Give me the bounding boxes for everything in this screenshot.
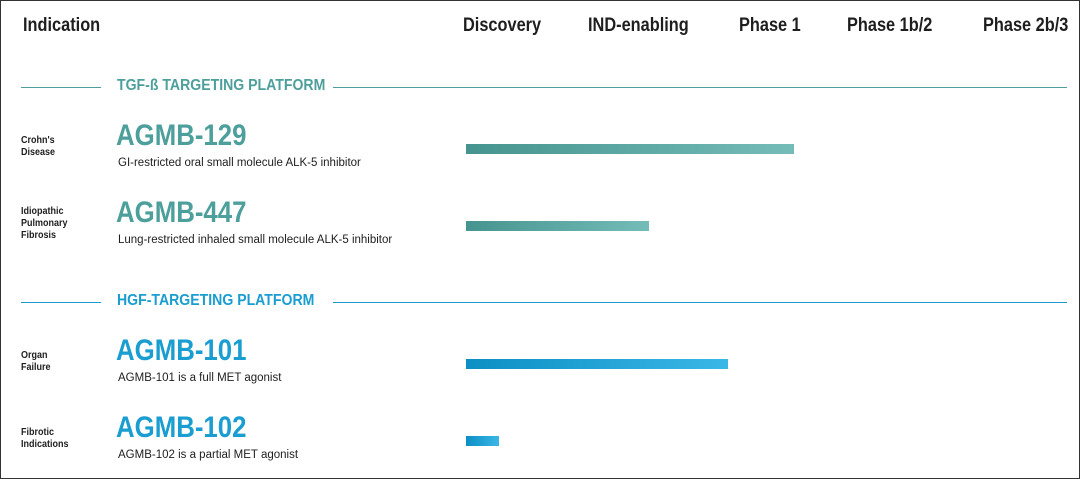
program-description: GI-restricted oral small molecule ALK-5 … — [118, 157, 361, 169]
phase-header: Phase 1 — [739, 15, 801, 36]
program-name: AGMB-447 — [116, 196, 247, 229]
phase-header: Phase 1b/2 — [847, 15, 933, 36]
phase-header: Phase 2b/3 — [983, 15, 1069, 36]
indication-header: Indication — [23, 15, 101, 36]
progress-bar — [466, 221, 650, 231]
progress-bar — [466, 359, 728, 369]
program-description: AGMB-101 is a full MET agonist — [118, 372, 282, 384]
program-description: AGMB-102 is a partial MET agonist — [118, 449, 299, 461]
indication: Idiopathic Pulmonary Fibrosis — [21, 206, 68, 241]
program-name: AGMB-102 — [116, 411, 247, 444]
section-rule — [21, 302, 101, 303]
program-name: AGMB-101 — [116, 334, 247, 367]
indication: Crohn's Disease — [21, 135, 56, 158]
indication: Fibrotic Indications — [21, 427, 69, 450]
section-title: HGF-TARGETING PLATFORM — [117, 292, 315, 309]
section-rule — [333, 87, 1067, 88]
progress-bar — [466, 436, 499, 446]
indication: Organ Failure — [21, 350, 51, 373]
section-rule — [21, 87, 101, 88]
phase-header: IND-enabling — [588, 15, 689, 36]
program-description: Lung-restricted inhaled small molecule A… — [118, 234, 393, 246]
section-title: TGF-ß TARGETING PLATFORM — [117, 77, 326, 94]
section-rule — [333, 302, 1067, 303]
progress-bar — [466, 144, 794, 154]
program-name: AGMB-129 — [116, 119, 247, 152]
phase-header: Discovery — [463, 15, 542, 36]
